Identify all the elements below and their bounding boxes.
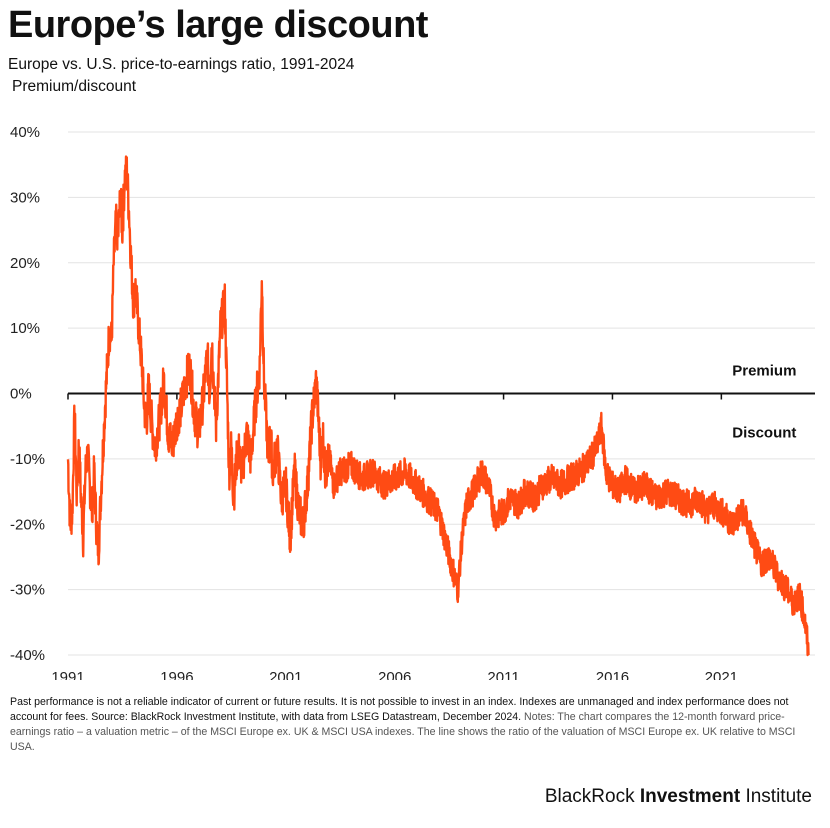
brand-investment: Investment: [639, 786, 741, 807]
y-tick-label: 10%: [10, 320, 40, 337]
x-tick-label: 2016: [596, 669, 629, 680]
annotation-premium: Premium: [732, 363, 796, 380]
brand-logo: BlackRock Investment Institute: [545, 786, 812, 808]
footnote-source: Past performance is not a reliable indic…: [10, 696, 789, 723]
y-tick-labels: -40% -30% -20% -10% 0% 10% 20% 30% 40%: [10, 124, 45, 664]
brand-institute: Institute: [745, 786, 812, 807]
y-tick-label: 30%: [10, 189, 40, 206]
y-tick-label: 20%: [10, 255, 40, 272]
brand-blackrock: BlackRock: [544, 786, 635, 807]
line-chart: -40% -30% -20% -10% 0% 10% 20% 30% 40% 1991 1996 2…: [10, 124, 815, 680]
annotations: Premium Discount: [732, 363, 796, 442]
series-line: [66, 155, 810, 657]
y-tick-label: -40%: [10, 647, 45, 664]
footnotes: Past performance is not a reliable indic…: [10, 695, 822, 755]
x-tick-label: 2021: [705, 669, 738, 680]
annotation-discount: Discount: [732, 425, 796, 442]
chart-title: Europe’s large discount: [8, 4, 428, 46]
y-tick-label: 40%: [10, 124, 40, 141]
x-tick-labels: 1991 1996 2001 2006 2011 2016 2021: [51, 393, 738, 680]
chart-subtitle: Europe vs. U.S. price-to-earnings ratio,…: [8, 56, 355, 73]
y-tick-label: -30%: [10, 582, 45, 599]
x-tick-label: 2006: [378, 669, 411, 680]
x-tick-label: 2011: [487, 669, 519, 680]
y-tick-label: 0%: [10, 386, 32, 403]
x-tick-label: 1991: [51, 669, 84, 680]
x-tick-label: 1996: [160, 669, 193, 680]
y-tick-label: -20%: [10, 516, 45, 533]
y-tick-label: -10%: [10, 451, 45, 468]
footnote-notes: Notes: The chart compares the 12-month f…: [10, 711, 796, 753]
y-axis-caption: Premium/discount: [12, 78, 137, 95]
x-tick-label: 2001: [269, 669, 302, 680]
